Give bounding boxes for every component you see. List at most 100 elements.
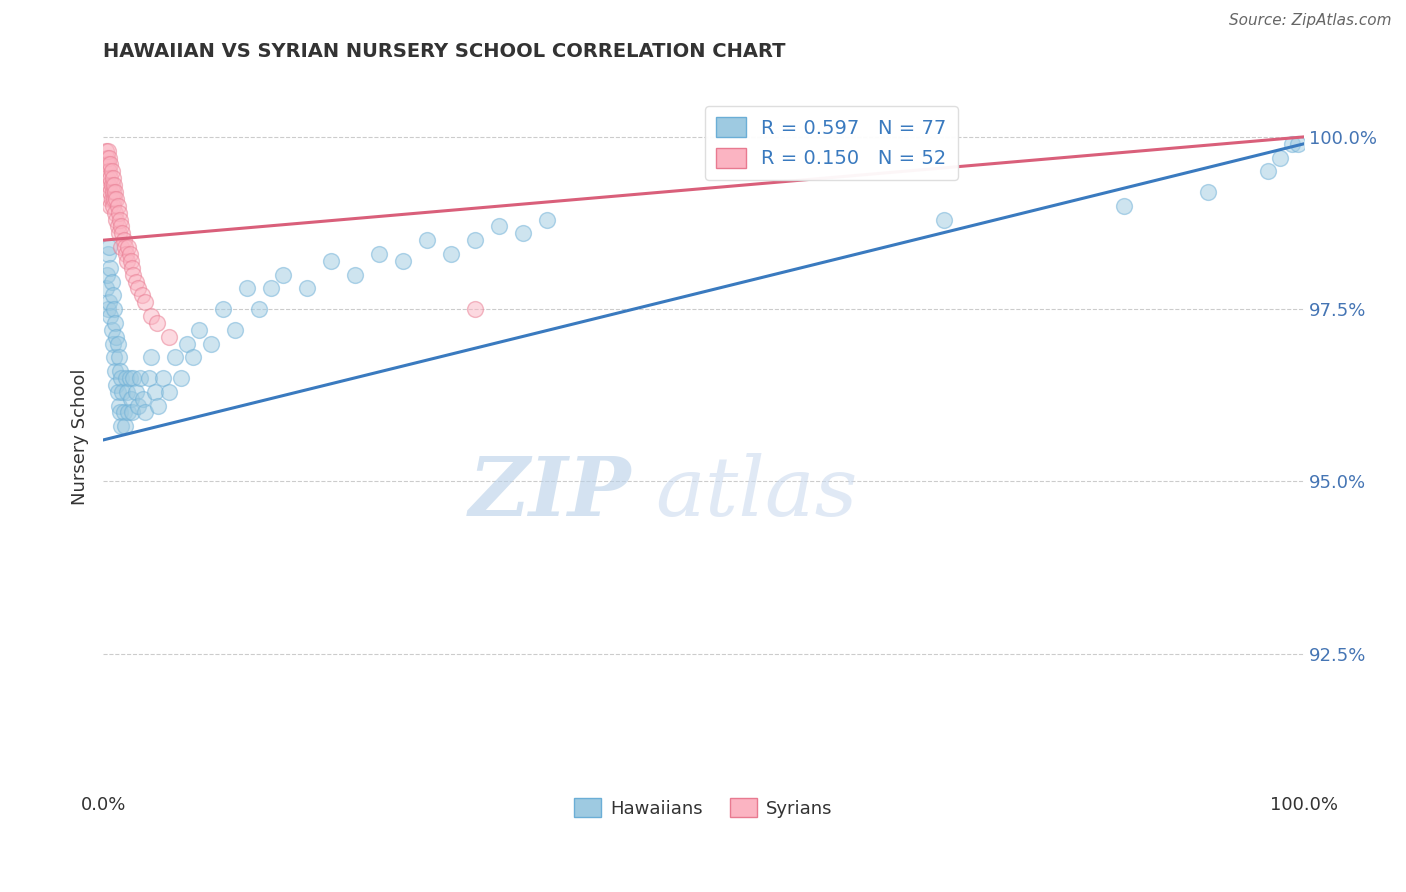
Point [98, 309, 121, 323]
Point [104, 205, 127, 219]
Point [132, 392, 155, 406]
Point [1112, 199, 1135, 213]
Point [110, 371, 132, 385]
Text: HAWAIIAN VS SYRIAN NURSERY SCHOOL CORRELATION CHART: HAWAIIAN VS SYRIAN NURSERY SCHOOL CORREL… [103, 42, 786, 61]
Point [170, 371, 193, 385]
Point [98, 199, 121, 213]
Point [98, 178, 121, 193]
Point [107, 399, 129, 413]
Point [143, 384, 166, 399]
Point [118, 371, 141, 385]
Point [236, 281, 259, 295]
Point [122, 268, 145, 282]
Point [103, 351, 125, 365]
Point [212, 302, 235, 317]
Point [344, 268, 367, 282]
Point [100, 164, 122, 178]
Point [97, 178, 120, 193]
Text: Source: ZipAtlas.com: Source: ZipAtlas.com [1229, 13, 1392, 29]
Point [488, 219, 510, 234]
Point [96, 151, 118, 165]
Point [134, 405, 156, 419]
Point [181, 351, 204, 365]
Point [108, 212, 131, 227]
Point [105, 192, 128, 206]
Point [260, 281, 283, 295]
Point [120, 392, 142, 406]
Point [98, 164, 121, 178]
Point [98, 185, 121, 199]
Point [121, 405, 143, 419]
Point [101, 336, 124, 351]
Point [464, 302, 486, 317]
Point [107, 384, 129, 399]
Point [98, 295, 121, 310]
Point [157, 329, 180, 343]
Point [120, 253, 142, 268]
Point [247, 302, 270, 317]
Point [138, 371, 160, 385]
Point [108, 364, 131, 378]
Point [94, 157, 117, 171]
Point [100, 192, 122, 206]
Point [536, 212, 558, 227]
Point [512, 227, 534, 241]
Point [1286, 136, 1309, 151]
Point [440, 247, 463, 261]
Point [103, 178, 125, 193]
Point [1281, 136, 1303, 151]
Point [98, 151, 121, 165]
Point [115, 253, 138, 268]
Point [224, 323, 246, 337]
Point [100, 178, 122, 193]
Point [105, 377, 128, 392]
Point [107, 336, 129, 351]
Point [94, 144, 117, 158]
Point [110, 219, 132, 234]
Point [107, 219, 129, 234]
Point [141, 309, 163, 323]
Point [368, 247, 391, 261]
Point [107, 205, 129, 219]
Point [129, 371, 152, 385]
Point [107, 351, 129, 365]
Point [146, 316, 169, 330]
Point [141, 351, 163, 365]
Point [117, 405, 139, 419]
Point [105, 212, 128, 227]
Point [176, 336, 198, 351]
Point [97, 157, 120, 171]
Point [134, 295, 156, 310]
Point [200, 336, 222, 351]
Point [157, 384, 180, 399]
Point [104, 185, 127, 199]
Point [464, 233, 486, 247]
Point [103, 192, 125, 206]
Point [105, 329, 128, 343]
Point [110, 419, 132, 434]
Point [112, 233, 135, 247]
Point [110, 240, 132, 254]
Point [1268, 151, 1291, 165]
Point [115, 247, 138, 261]
Point [1197, 185, 1219, 199]
Point [104, 316, 127, 330]
Point [932, 212, 955, 227]
Point [121, 260, 143, 275]
Point [124, 275, 146, 289]
Point [97, 144, 120, 158]
Point [112, 405, 135, 419]
Point [101, 199, 124, 213]
Point [114, 240, 136, 254]
Point [101, 171, 124, 186]
Point [117, 240, 139, 254]
Text: ZIP: ZIP [470, 453, 631, 533]
Point [297, 281, 319, 295]
Point [100, 323, 122, 337]
Point [148, 399, 170, 413]
Text: atlas: atlas [655, 453, 858, 533]
Point [271, 268, 294, 282]
Point [98, 157, 121, 171]
Point [97, 247, 120, 261]
Y-axis label: Nursery School: Nursery School [72, 368, 89, 505]
